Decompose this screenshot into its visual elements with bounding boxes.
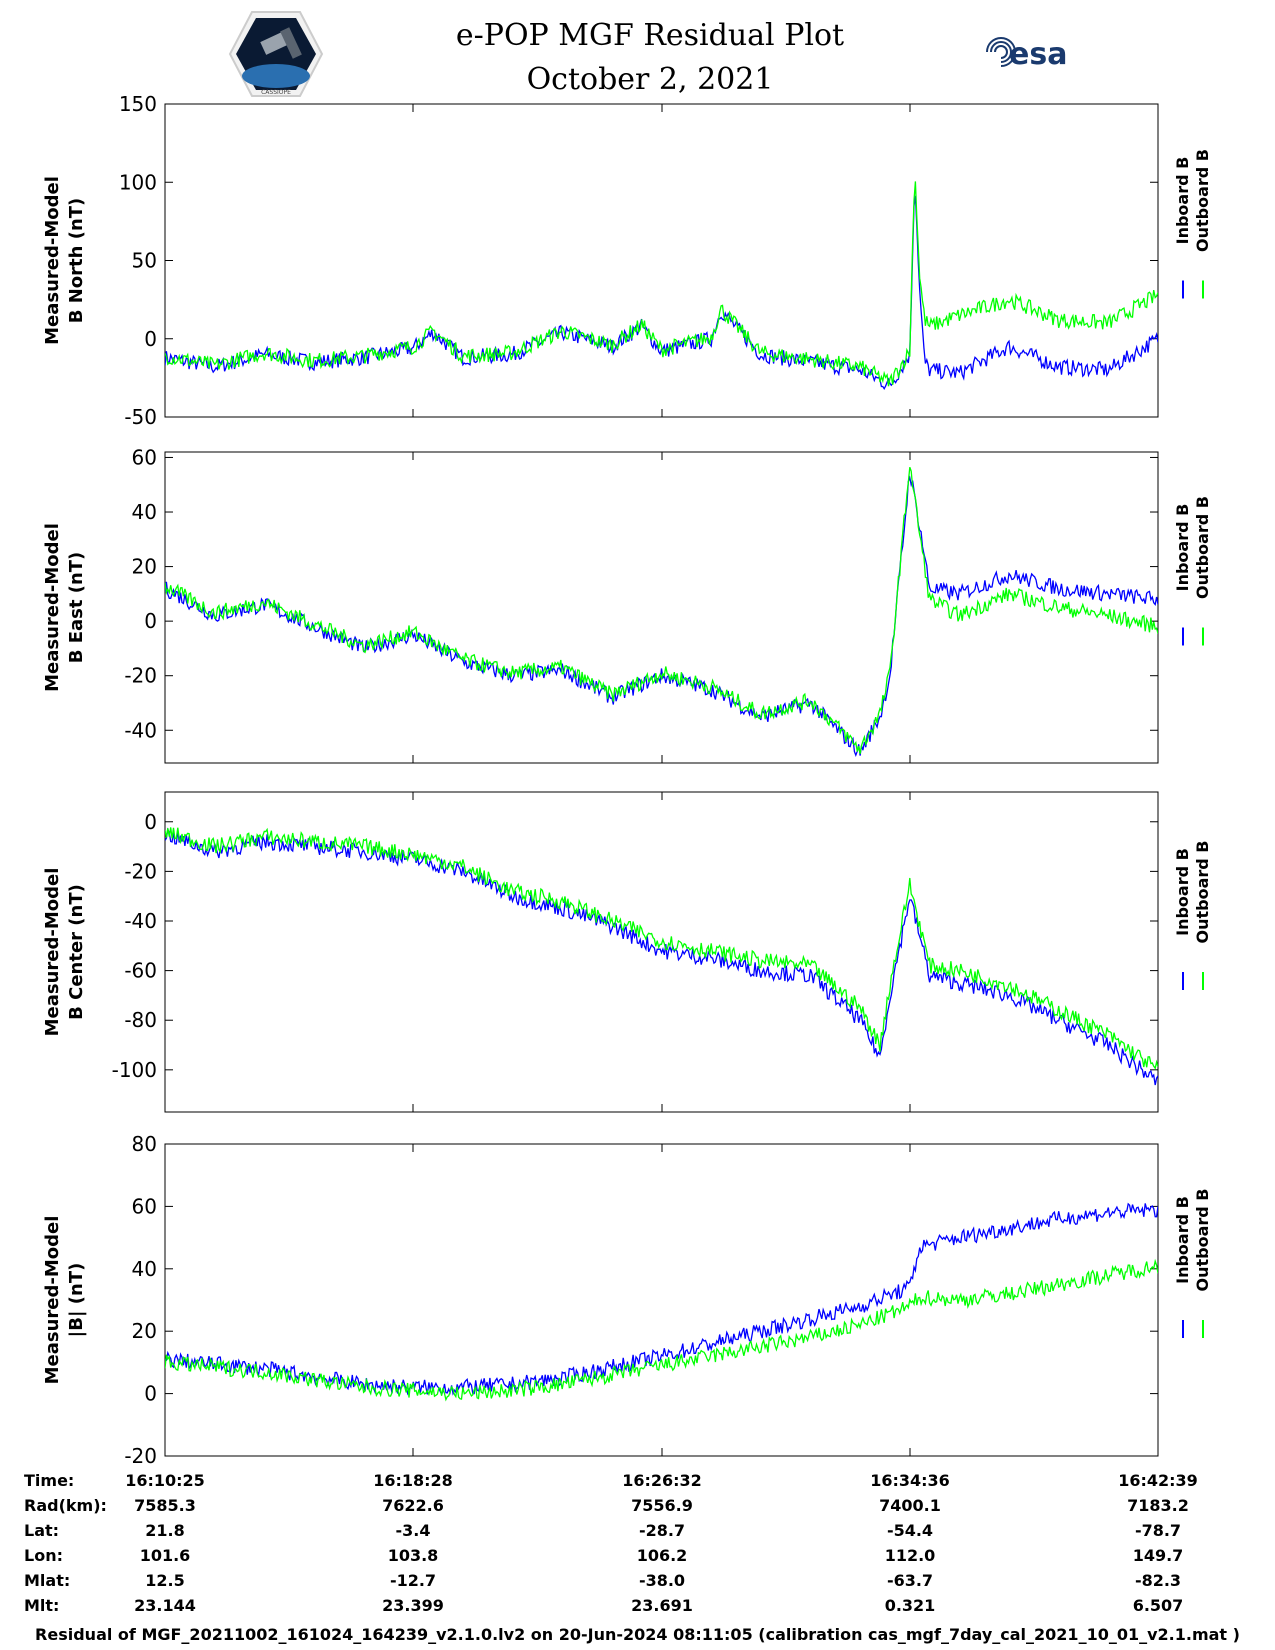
series-line-outboard: [165, 181, 1158, 387]
info-row-value: 16:10:25: [125, 1471, 205, 1490]
y-axis-label: B North (nT): [66, 198, 87, 324]
info-row-value: 149.7: [1133, 1546, 1184, 1565]
legend-label: Inboard B: [1173, 504, 1192, 592]
info-row-label: Lat:: [24, 1521, 59, 1540]
esa-logo: esa: [986, 37, 1067, 72]
info-row-value: -82.3: [1135, 1571, 1181, 1590]
y-tick-label: 40: [132, 1257, 157, 1281]
info-row-value: 0.321: [885, 1596, 936, 1615]
y-tick-label: 0: [144, 609, 157, 633]
legend-label: Outboard B: [1193, 1189, 1212, 1292]
info-row-label: Time:: [24, 1471, 74, 1490]
info-row-value: 16:26:32: [622, 1471, 702, 1490]
y-tick-label: 0: [144, 1382, 157, 1406]
legend-label: Outboard B: [1193, 496, 1212, 599]
y-tick-label: 20: [132, 1319, 157, 1343]
y-tick-label: -20: [124, 1444, 157, 1468]
y-tick-label: -100: [112, 1058, 157, 1082]
info-row-value: 23.399: [382, 1596, 444, 1615]
plot-title: e-POP MGF Residual Plot October 2, 2021: [300, 14, 1000, 102]
info-row-value: 7585.3: [134, 1496, 196, 1515]
series-line-inboard: [165, 1202, 1158, 1396]
info-row-value: -28.7: [639, 1521, 685, 1540]
legend-label: Inboard B: [1173, 1196, 1192, 1284]
info-row-value: 7400.1: [879, 1496, 941, 1515]
info-row-value: -63.7: [887, 1571, 933, 1590]
y-tick-label: -60: [124, 959, 157, 983]
panel-frame: [164, 1143, 1159, 1457]
series-line-inboard: [165, 827, 1158, 1086]
info-row-value: 7622.6: [382, 1496, 444, 1515]
y-axis-label: Measured-Model: [42, 1216, 63, 1385]
y-tick-label: 80: [132, 1132, 157, 1156]
info-row-value: 6.507: [1133, 1596, 1184, 1615]
title-text: e-POP MGF Residual Plot: [455, 18, 845, 53]
y-axis-label: Measured-Model: [42, 176, 63, 345]
info-row-value: 21.8: [145, 1521, 184, 1540]
info-row-value: -54.4: [887, 1521, 933, 1540]
y-tick-label: 40: [132, 500, 157, 524]
y-tick-label: 60: [132, 445, 157, 469]
y-tick-label: -80: [124, 1008, 157, 1032]
info-row-value: 16:18:28: [373, 1471, 453, 1490]
y-tick-label: -40: [124, 718, 157, 742]
y-tick-label: 0: [144, 327, 157, 351]
y-tick-label: 100: [119, 170, 157, 194]
series-line-outboard: [165, 466, 1158, 755]
y-tick-label: -20: [124, 664, 157, 688]
y-axis-label: B East (nT): [66, 552, 87, 664]
legend-label: Outboard B: [1193, 149, 1212, 252]
info-row-value: -3.4: [396, 1521, 431, 1540]
info-row-label: Lon:: [24, 1546, 63, 1565]
info-row-label: Mlt:: [24, 1596, 59, 1615]
y-tick-label: -20: [124, 859, 157, 883]
y-tick-label: 20: [132, 555, 157, 579]
series-line-outboard: [165, 1258, 1158, 1402]
y-axis-label: |B| (nT): [66, 1263, 87, 1338]
info-row-value: 16:34:36: [870, 1471, 950, 1490]
info-row-label: Mlat:: [24, 1571, 70, 1590]
footer-caption: Residual of MGF_20211002_161024_164239_v…: [35, 1625, 1240, 1644]
info-row-value: 101.6: [140, 1546, 191, 1565]
y-tick-label: -40: [124, 909, 157, 933]
series-line-inboard: [165, 475, 1158, 758]
y-tick-label: 0: [144, 810, 157, 834]
info-row-label: Rad(km):: [24, 1496, 107, 1515]
info-row-value: 16:42:39: [1118, 1471, 1198, 1490]
y-axis-label: Measured-Model: [42, 523, 63, 692]
legend-label: Inboard B: [1173, 157, 1192, 245]
cassiope-logo: CASSIOPE: [228, 11, 324, 97]
legend-label: Outboard B: [1193, 841, 1212, 944]
y-tick-label: 50: [132, 249, 157, 273]
info-row-value: 103.8: [388, 1546, 439, 1565]
date-text: October 2, 2021: [526, 62, 774, 97]
series-line-outboard: [165, 827, 1158, 1070]
info-row-value: 23.691: [631, 1596, 693, 1615]
info-row-value: 23.144: [134, 1596, 196, 1615]
svg-text:esa: esa: [1009, 37, 1067, 72]
y-tick-label: 150: [119, 92, 157, 116]
info-row-value: 12.5: [145, 1571, 184, 1590]
info-row-value: 106.2: [637, 1546, 688, 1565]
info-row-value: 112.0: [885, 1546, 936, 1565]
info-row-value: -12.7: [390, 1571, 436, 1590]
y-tick-label: 60: [132, 1194, 157, 1218]
info-row-value: 7556.9: [631, 1496, 693, 1515]
y-axis-label: B Center (nT): [66, 884, 87, 1020]
info-row-value: -38.0: [639, 1571, 685, 1590]
legend-label: Inboard B: [1173, 848, 1192, 936]
info-row-value: 7183.2: [1127, 1496, 1189, 1515]
y-tick-label: -50: [124, 405, 157, 429]
y-axis-label: Measured-Model: [42, 868, 63, 1037]
info-row-value: -78.7: [1135, 1521, 1181, 1540]
panel-frame: [164, 451, 1159, 764]
svg-text:CASSIOPE: CASSIOPE: [261, 89, 291, 96]
